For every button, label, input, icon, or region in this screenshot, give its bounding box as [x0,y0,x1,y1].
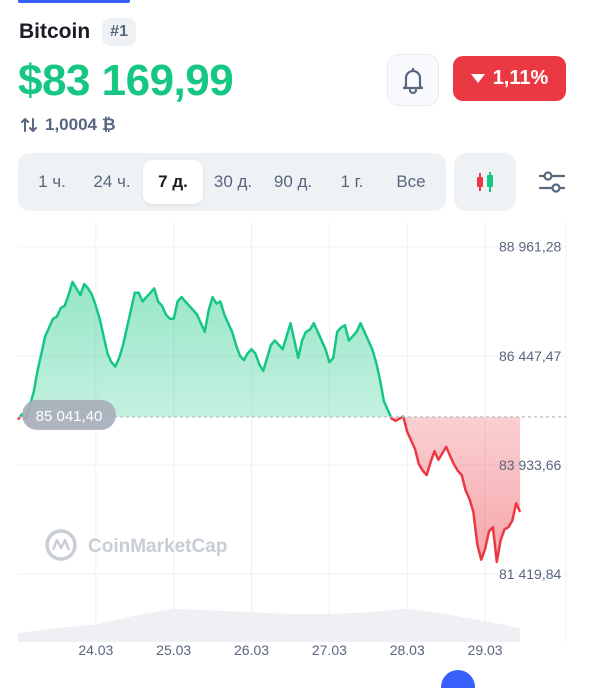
baseline-price-tag [22,399,116,430]
candlestick-icon [477,172,493,192]
watermark-text: CoinMarketCap [88,536,227,557]
y-tick-label: 86 447,47 [499,348,561,364]
baseline-price-label: 85 041,40 [36,408,103,425]
volume-area [18,608,521,642]
top-accent-bar [18,0,130,3]
bell-icon [402,67,424,95]
tab-1y[interactable]: 1 г. [340,172,364,191]
y-tick-label: 88 961,28 [499,239,561,255]
down-triangle-icon [470,74,485,83]
coin-header: Bitcoin #1 [19,18,136,46]
price-change-value: 1,11% [492,67,549,89]
price-line-down [17,416,522,564]
swap-arrows-icon [21,118,37,132]
rank-badge: #1 [102,18,136,46]
x-tick-label: 28.03 [390,642,425,658]
price-chart[interactable]: 85 041,40 88 961,28 86 447,47 83 933,66 81 … [0,222,592,688]
btc-rate-row: 1,0004 ₿ [19,115,116,135]
tab-24h[interactable]: 24 ч. [93,172,131,191]
x-tick-label: 25.03 [156,642,191,658]
tab-1h[interactable]: 1 ч. [38,172,66,191]
x-tick-label: 29.03 [468,642,503,658]
y-tick-label: 83 933,66 [499,457,561,473]
floating-action-button[interactable] [441,670,475,688]
price-alert-button[interactable] [387,54,439,106]
area-above-baseline [19,281,404,417]
coin-name: Bitcoin [19,20,91,43]
y-tick-label: 81 419,84 [499,566,561,582]
coinmarketcap-logo-mark [51,538,71,551]
tab-90d[interactable]: 90 д. [273,172,313,191]
btc-rate-value: 1,0004 ₿ [45,115,116,134]
timeframe-tabs: 1 ч. 24 ч. 7 д. 30 д. 90 д. 1 г. Все [18,153,446,211]
chart-type-button[interactable] [454,153,516,211]
x-tick-label: 26.03 [234,642,269,658]
x-tick-label: 27.03 [312,642,347,658]
area-below-baseline [18,416,521,562]
x-tick-label: 24.03 [78,642,113,658]
tab-30d[interactable]: 30 д. [213,172,253,191]
volume-shape [18,608,521,642]
tab-7d[interactable]: 7 д. [143,160,203,204]
sliders-icon [538,171,566,193]
tab-all[interactable]: Все [396,172,426,191]
watermark: CoinMarketCap [45,529,227,561]
price-change-badge: 1,11% [453,56,566,101]
price-line-up [18,280,405,417]
coinmarketcap-logo-icon [45,529,77,561]
chart-settings-button[interactable] [530,160,574,204]
current-price: $83 169,99 [18,56,234,105]
